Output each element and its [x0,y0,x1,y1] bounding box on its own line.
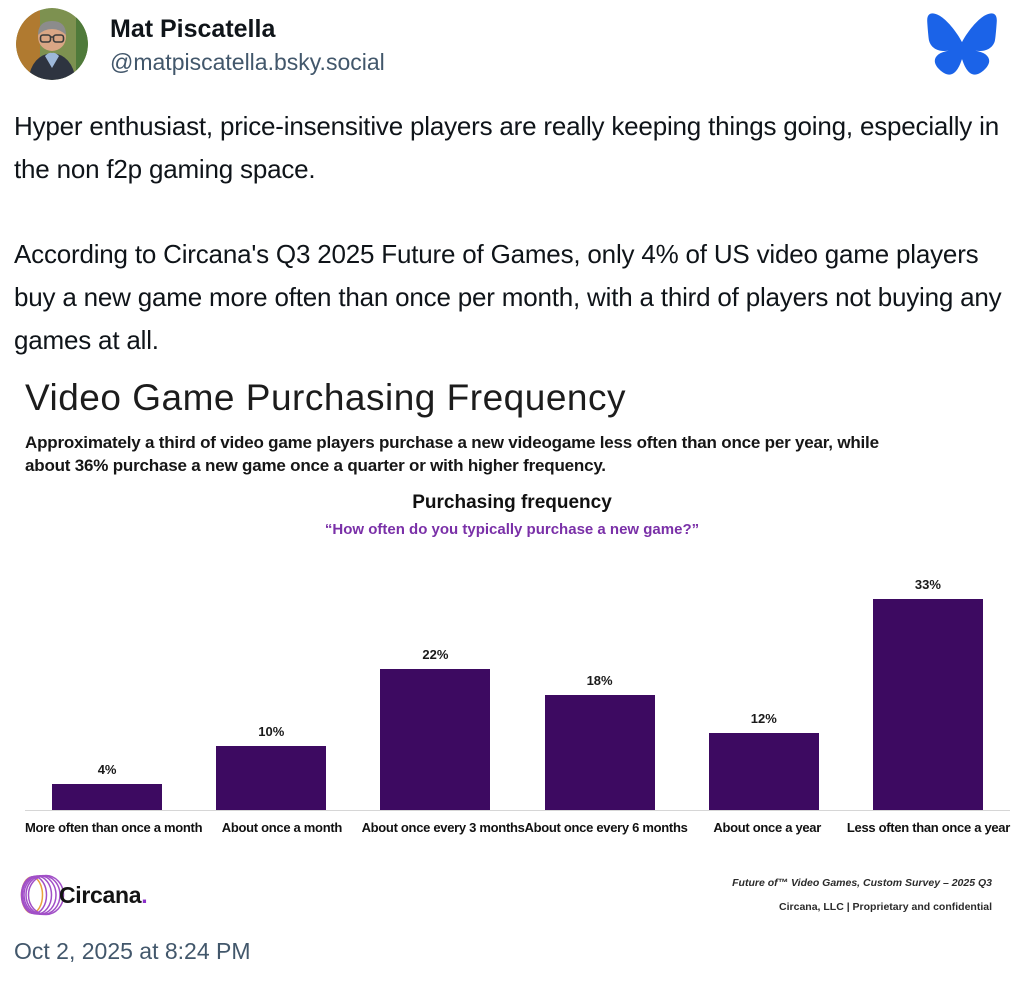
bar [380,669,491,810]
circana-logo-icon [20,874,65,916]
bluesky-logo-icon[interactable] [926,12,998,81]
chart-footer: Circana. Future of™ Video Games, Custom … [18,871,992,919]
bar-category-label: Less often than once a year [846,820,1010,835]
bar-column: 12% [682,711,846,810]
bar-category-label: About once every 6 months [524,820,688,835]
labels-row: More often than once a month About once a… [25,820,1010,835]
bar-column: 4% [25,762,189,810]
bar-value-label: 10% [258,724,285,739]
bar-category-label: About once a year [713,820,821,835]
chart-question: “How often do you typically purchase a n… [324,521,700,538]
circana-brand-text: Circana. [59,881,148,908]
bar-column: 22% [353,647,517,810]
chart-heading: Purchasing frequency [412,492,612,513]
circana-brand-dot: . [141,881,148,908]
circana-logo: Circana. [18,872,148,918]
display-name[interactable]: Mat Piscatella [110,15,276,43]
bar-value-label: 4% [97,762,117,777]
bar-value-label: 33% [914,577,941,592]
post-text: Hyper enthusiast, price-insensitive play… [14,105,1010,362]
bar-value-label: 12% [750,711,777,726]
post-paragraph-2: According to Circana's Q3 2025 Future of… [14,239,1002,355]
post-timestamp[interactable]: Oct 2, 2025 at 8:24 PM [14,938,251,964]
bar-category-label: About once every 3 months [361,820,525,835]
post-header: Mat Piscatella @matpiscatella.bsky.socia… [0,0,1024,81]
bar [708,733,819,810]
bar [872,599,983,810]
chart-subtitle-line-1: Approximately a third of video game play… [25,433,879,452]
bar-column: 10% [189,724,353,810]
avatar-image [16,8,88,80]
bar [544,695,655,810]
bar-category-label: More often than once a month [25,820,203,835]
avatar[interactable] [16,8,88,80]
bar-column: 18% [518,673,682,810]
bar [216,746,327,810]
chart-subtitle-line-2: about 36% purchase a new game once a qua… [25,456,606,475]
chart-title: Video Game Purchasing Frequency [25,377,626,418]
bar [52,784,163,810]
bar-value-label: 22% [422,647,449,662]
post-paragraph-1: Hyper enthusiast, price-insensitive play… [14,111,999,184]
user-handle[interactable]: @matpiscatella.bsky.social [110,49,385,75]
chart-subtitle: Approximately a third of video game play… [25,431,999,477]
bar-column: 33% [846,577,1010,810]
bar-value-label: 18% [586,673,613,688]
source-block: Future of™ Video Games, Custom Survey – … [732,871,992,919]
source-line-2: Circana, LLC | Proprietary and confident… [779,901,992,913]
chart-embed: Video Game Purchasing Frequency Approxim… [0,377,1024,919]
source-line-1: Future of™ Video Games, Custom Survey – … [732,877,992,889]
bars-row: 4% 10% 22% 18% 12% 33% [25,571,1010,811]
bar-category-label: About once a month [221,820,343,835]
identity-block: Mat Piscatella @matpiscatella.bsky.socia… [110,8,385,76]
